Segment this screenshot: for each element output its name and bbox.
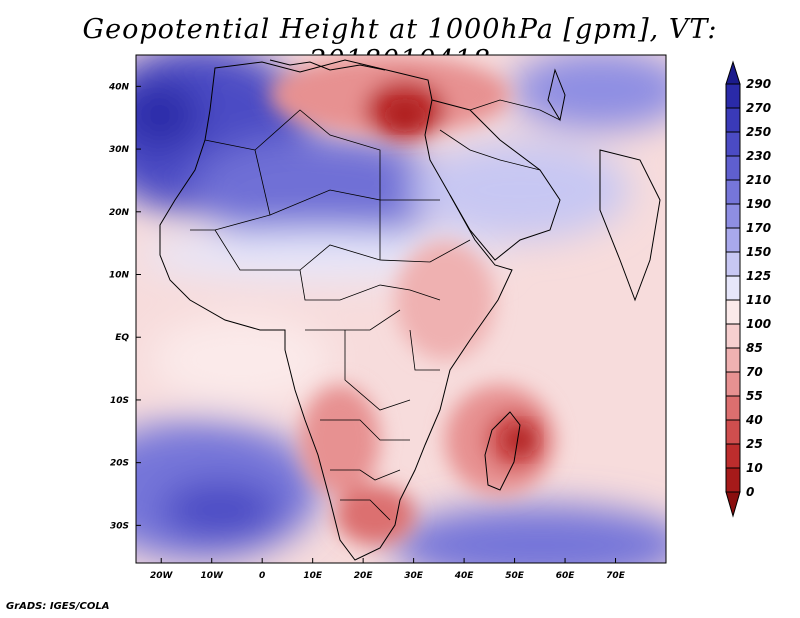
colorbar-label: 230 [746, 149, 771, 163]
map-figure: 20W 10W 0 10E 20E 30E 40E 50E 60E 70E 40N 30N 20N 10… [108, 54, 771, 581]
x-tick-label: 30E [404, 571, 424, 581]
colorbar-swatch [725, 347, 741, 373]
colorbar-swatch [725, 227, 741, 253]
high-south-atlantic-core [160, 480, 280, 540]
colorbar-swatch [725, 443, 741, 469]
low-angola [300, 385, 380, 495]
x-tick-label: 60E [556, 571, 576, 581]
x-tick-label: 70E [606, 571, 626, 581]
colorbar-label: 270 [746, 101, 771, 115]
high-arabia [410, 140, 630, 240]
low-madagascar-center [508, 428, 532, 452]
low-east-africa [395, 240, 495, 360]
colorbar-swatch [725, 395, 741, 421]
europe-coastline [269, 59, 386, 71]
colorbar-top-arrow [725, 60, 741, 85]
madagascar-coastline [484, 411, 521, 491]
colorbar-label: 55 [746, 389, 763, 403]
map-frame [135, 54, 667, 564]
high-nw-core [136, 80, 200, 150]
colorbar-label: 70 [746, 365, 763, 379]
y-tick-label: 30N [109, 145, 130, 155]
x-tick-label: 40E [454, 571, 475, 581]
colorbar-label: 10 [746, 461, 763, 475]
colorbar-label: 125 [746, 269, 771, 283]
colorbar-swatch [725, 131, 741, 157]
x-tick-label: 20E [354, 571, 374, 581]
colorbar-swatch [725, 83, 741, 109]
longitude-axis: 20W 10W 0 10E 20E 30E 40E 50E 60E 70E [150, 558, 626, 581]
high-south-indian [390, 505, 666, 563]
colorbar-label: 0 [746, 485, 754, 499]
colorbar-label: 190 [746, 197, 771, 211]
colorbar-label: 150 [746, 245, 771, 259]
africa-coastline [159, 59, 513, 561]
latitude-axis: 40N 30N 20N 10N EQ 10S 20S 30S [108, 82, 141, 531]
colorbar-label: 85 [746, 341, 763, 355]
colorbar-swatch [725, 251, 741, 277]
low-mediterranean-center [391, 105, 419, 125]
colorbar-swatch [725, 275, 741, 301]
colorbar-label: 40 [745, 413, 763, 427]
colorbar-swatch [725, 155, 741, 181]
coastlines [159, 59, 661, 561]
high-central-asia [510, 55, 666, 130]
x-tick-label: 10W [200, 571, 224, 581]
y-tick-label: 10S [110, 396, 129, 406]
colorbar-label: 25 [746, 437, 763, 451]
colorbar-swatch [725, 371, 741, 397]
colorbar-swatch [725, 203, 741, 229]
high-sahara [190, 135, 450, 245]
country-borders [190, 99, 561, 521]
arabia-coastline [431, 99, 561, 261]
colorbar: 2902702502302101901701501251101008570554… [725, 60, 771, 518]
colorbar-label: 100 [746, 317, 771, 331]
colorbar-swatch [725, 419, 741, 445]
colorbar-label: 170 [746, 221, 771, 235]
y-tick-label: 10N [109, 271, 130, 281]
y-tick-label: 30S [110, 521, 129, 531]
x-tick-label: 0 [259, 571, 265, 581]
colorbar-label: 210 [746, 173, 771, 187]
y-tick-label: 20S [110, 459, 129, 469]
colorbar-swatch [725, 107, 741, 133]
grads-credit: GrADS: IGES/COLA [6, 601, 110, 612]
colorbar-label: 250 [746, 125, 771, 139]
colorbar-swatch [725, 179, 741, 205]
x-tick-label: 50E [505, 571, 525, 581]
x-tick-label: 20W [150, 571, 174, 581]
colorbar-label: 290 [746, 77, 771, 91]
colorbar-swatch [725, 323, 741, 349]
x-tick-label: 10E [303, 571, 323, 581]
colorbar-swatch [725, 467, 741, 493]
low-west-equatorial [150, 315, 330, 405]
geopotential-height-field [136, 55, 666, 563]
colorbar-swatch [725, 299, 741, 325]
colorbar-bottom-arrow [725, 491, 741, 518]
colorbar-label: 110 [746, 293, 771, 307]
y-tick-label: EQ [115, 333, 129, 343]
india-coastline [599, 149, 661, 302]
y-tick-label: 40N [108, 82, 130, 92]
y-tick-label: 20N [109, 208, 130, 218]
